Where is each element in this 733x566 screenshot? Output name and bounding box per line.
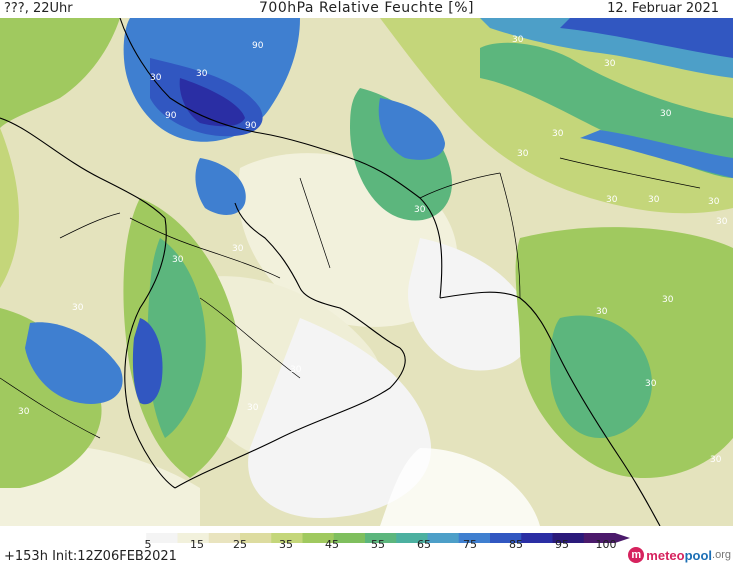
contour-label: 90 <box>252 41 264 51</box>
country-borders <box>0 157 701 439</box>
contour-label: 30 <box>604 59 616 69</box>
contour-label: 90 <box>245 121 257 131</box>
contour-label: 30 <box>232 244 244 254</box>
contour-labels: 90 90 90 30 30 30 30 30 30 30 30 30 30 3… <box>18 35 728 465</box>
humidity-field <box>0 18 733 526</box>
legend-swatch <box>427 533 460 543</box>
contour-label: 30 <box>290 365 302 375</box>
legend-swatch <box>271 533 303 543</box>
contour-label: 30 <box>648 195 660 205</box>
coastlines <box>0 18 661 526</box>
legend-swatch <box>396 533 428 543</box>
legend-label: 25 <box>233 538 247 551</box>
chart-title: 700hPa Relative Feuchte [%] <box>259 0 474 16</box>
contour-label: 30 <box>552 129 564 139</box>
contour-label: 30 <box>710 455 722 465</box>
legend-swatch <box>146 533 178 543</box>
legend-swatch <box>490 533 522 543</box>
legend-swatch <box>521 533 553 543</box>
legend-arrow <box>615 533 630 543</box>
contour-label: 90 <box>165 111 177 121</box>
contour-label: 30 <box>414 205 426 215</box>
contour-label: 30 <box>708 197 720 207</box>
header-bar: ???, 22Uhr 700hPa Relative Feuchte [%] 1… <box>0 0 733 18</box>
legend-swatch <box>458 533 491 543</box>
legend-swatch <box>115 533 147 543</box>
contour-label: 30 <box>196 69 208 79</box>
contour-label: 30 <box>172 255 184 265</box>
legend-swatch <box>302 533 335 543</box>
contour-label: 30 <box>606 195 618 205</box>
legend-swatch <box>365 533 397 543</box>
humidity-map[interactable]: 90 90 90 30 30 30 30 30 30 30 30 30 30 3… <box>0 18 733 526</box>
legend-swatch <box>177 533 210 543</box>
legend-label: 95 <box>555 538 569 551</box>
contour-label: 30 <box>716 217 728 227</box>
legend-swatch <box>583 533 616 543</box>
legend-label: 85 <box>509 538 523 551</box>
legend-label: 75 <box>463 538 477 551</box>
legend-swatch <box>240 533 272 543</box>
contour-label: 30 <box>645 379 657 389</box>
legend-swatch <box>552 533 585 543</box>
contour-label: 30 <box>150 73 162 83</box>
legend-label: 100 <box>595 538 617 551</box>
meteopool-logo[interactable]: m meteo pool .org <box>628 545 731 565</box>
legend-labels: 5 15 25 35 45 55 65 75 85 95 100 <box>100 538 640 554</box>
contour-label: 30 <box>72 303 84 313</box>
contour-label: 30 <box>662 295 674 305</box>
legend-label: 45 <box>325 538 339 551</box>
valid-time-label: ???, 22Uhr <box>4 1 73 16</box>
contour-label: 30 <box>18 407 30 417</box>
brand-part-tld: .org <box>712 549 731 561</box>
legend-swatch <box>208 533 241 543</box>
legend-bar <box>115 533 630 543</box>
valid-date-label: 12. Februar 2021 <box>607 1 719 16</box>
legend-label: 65 <box>417 538 431 551</box>
contour-label: 30 <box>517 149 529 159</box>
legend-label: 35 <box>279 538 293 551</box>
meteopool-logo-icon: m <box>628 547 645 563</box>
legend-label: 55 <box>371 538 385 551</box>
contour-label: 30 <box>512 35 524 45</box>
model-run-info: +153h Init:12Z06FEB2021 <box>4 549 177 564</box>
map-canvas: 90 90 90 30 30 30 30 30 30 30 30 30 30 3… <box>0 18 733 526</box>
contour-label: 30 <box>660 109 672 119</box>
brand-part-meteo: meteo <box>646 547 685 563</box>
contour-label: 30 <box>247 403 259 413</box>
legend-label: 15 <box>190 538 204 551</box>
legend-label: 5 <box>144 538 152 551</box>
color-legend <box>115 528 630 543</box>
contour-label: 30 <box>596 307 608 317</box>
brand-part-pool: pool <box>684 547 713 563</box>
legend-swatch <box>333 533 366 543</box>
